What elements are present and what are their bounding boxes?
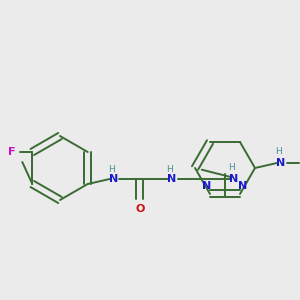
- Text: O: O: [135, 204, 144, 214]
- Text: H: H: [228, 164, 235, 172]
- Text: N: N: [109, 174, 118, 184]
- Text: N: N: [238, 181, 247, 191]
- Text: N: N: [229, 174, 238, 184]
- Text: N: N: [202, 181, 211, 191]
- Text: H: H: [108, 164, 115, 173]
- Text: N: N: [276, 158, 286, 168]
- Text: H: H: [276, 148, 282, 157]
- Text: N: N: [167, 174, 176, 184]
- Text: F: F: [8, 147, 15, 157]
- Text: H: H: [166, 164, 173, 173]
